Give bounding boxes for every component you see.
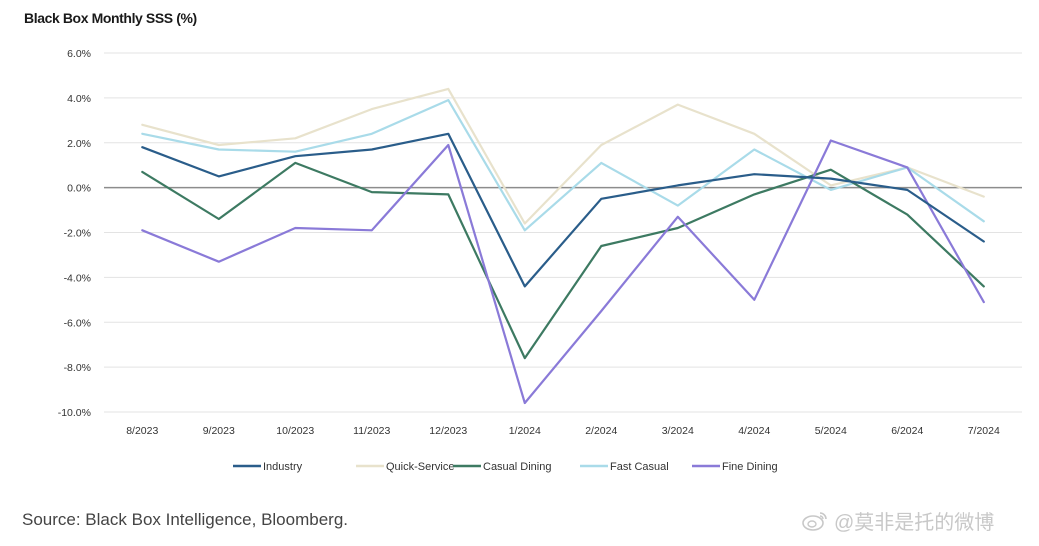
x-tick-label: 12/2023 [429, 425, 467, 437]
y-tick-label: -10.0% [58, 407, 91, 419]
legend: Industry Quick-Service Casual Dining Fast C… [233, 461, 778, 473]
y-tick-label: -2.0% [64, 228, 91, 240]
x-tick-label: 8/2023 [126, 425, 158, 437]
series-line-quick-service [141, 87, 985, 225]
legend-label: Industry [263, 461, 303, 473]
legend-label: Casual Dining [483, 461, 551, 473]
y-axis-ticks: 6.0% 4.0% 2.0% 0.0% -2.0% -4.0% -6.0% -8.0% -10.… [58, 48, 91, 419]
y-tick-label: -6.0% [64, 317, 91, 329]
x-tick-label: 7/2024 [968, 425, 1000, 437]
watermark-text: @莫非是托的微博 [834, 512, 995, 534]
line-chart: 6.0% 4.0% 2.0% 0.0% -2.0% -4.0% -6.0% -8.0% -10.… [58, 48, 1022, 473]
legend-label: Fine Dining [722, 461, 778, 473]
x-tick-label: 1/2024 [509, 425, 541, 437]
legend-label: Fast Casual [610, 461, 669, 473]
y-tick-label: 2.0% [67, 138, 91, 150]
series-line-industry [141, 132, 985, 288]
x-tick-label: 3/2024 [662, 425, 694, 437]
x-tick-label: 9/2023 [203, 425, 235, 437]
watermark: @莫非是托的微博 [802, 506, 994, 535]
legend-label: Quick-Service [386, 461, 454, 473]
weibo-icon [802, 511, 827, 531]
series-line-casual-dining [141, 161, 985, 360]
x-tick-label: 6/2024 [891, 425, 923, 437]
x-tick-label: 2/2024 [585, 425, 617, 437]
series-lines [141, 87, 985, 405]
x-axis-ticks: 8/2023 9/2023 10/2023 11/2023 12/2023 1/2024 2… [126, 425, 1000, 437]
source-note: Source: Black Box Intelligence, Bloomber… [22, 510, 349, 529]
y-tick-label: -8.0% [64, 362, 91, 374]
x-tick-label: 5/2024 [815, 425, 847, 437]
y-tick-label: 4.0% [67, 93, 91, 105]
chart-title: Black Box Monthly SSS (%) [24, 10, 197, 26]
series-line-fast-casual [141, 98, 985, 232]
x-tick-label: 10/2023 [276, 425, 314, 437]
y-tick-label: 6.0% [67, 48, 91, 60]
series-line-fine-dining [141, 139, 985, 405]
x-tick-label: 4/2024 [738, 425, 770, 437]
y-tick-label: 0.0% [67, 183, 91, 195]
x-tick-label: 11/2023 [353, 425, 390, 437]
y-tick-label: -4.0% [64, 272, 91, 284]
gridlines [104, 52, 1022, 413]
